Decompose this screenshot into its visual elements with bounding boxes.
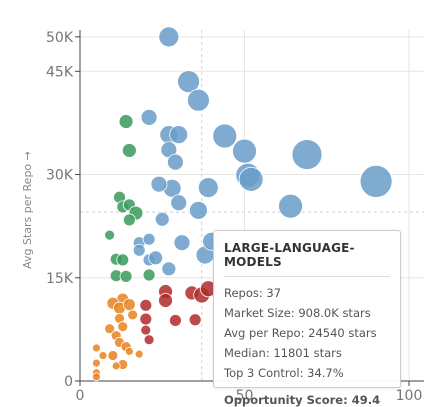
bubble-green[interactable] [118, 114, 134, 129]
bubbles[interactable] [92, 26, 393, 382]
bubble-red[interactable] [139, 312, 153, 326]
bubble-red[interactable] [158, 293, 173, 308]
bubble-blue[interactable] [359, 165, 393, 198]
bubble-orange[interactable] [122, 298, 136, 312]
bubble-blue[interactable] [238, 166, 264, 192]
bubble-orange[interactable] [107, 350, 119, 361]
bubble-red[interactable] [140, 324, 152, 336]
bubble-orange[interactable] [98, 351, 108, 360]
bubble-blue[interactable] [150, 175, 168, 193]
bubble-blue[interactable] [167, 153, 184, 171]
bubble-blue[interactable] [291, 139, 323, 170]
bubble-blue[interactable] [148, 250, 164, 266]
bubble-green[interactable] [116, 253, 130, 267]
bubble-blue[interactable] [189, 200, 208, 220]
tooltip-top3-control: Top 3 Control: 34.7% [224, 366, 344, 380]
bubble-orange[interactable] [92, 358, 101, 368]
bubble-green[interactable] [142, 268, 156, 282]
y-axis-title: Avg Stars per Repo → [21, 151, 34, 269]
bubble-blue[interactable] [154, 211, 170, 227]
y-tick-label: 15K [46, 271, 74, 287]
bubble-green[interactable] [121, 143, 137, 158]
x-tick-label: 100 [396, 388, 423, 404]
bubble-red[interactable] [139, 298, 153, 312]
bubble-red[interactable] [188, 313, 202, 327]
y-tick-label: 45K [46, 64, 74, 80]
bubble-blue[interactable] [278, 193, 303, 219]
y-tick-label: 50K [46, 30, 74, 46]
bubble-red[interactable] [143, 334, 155, 346]
tooltip-repos: Repos: 37 [224, 286, 282, 300]
x-tick-label: 50 [236, 388, 254, 404]
bubble-orange[interactable] [117, 321, 129, 333]
bubble-orange[interactable] [104, 323, 116, 335]
bubble-green[interactable] [122, 213, 136, 227]
tooltip-opportunity-score: Opportunity Score: 49.4 [224, 393, 381, 407]
y-tick-label: 30K [46, 168, 74, 184]
tooltip-market-size: Market Size: 908.0K stars [224, 306, 371, 320]
bubble-orange[interactable] [111, 361, 121, 371]
x-tick-label: 0 [76, 388, 85, 404]
bubble-orange[interactable] [92, 372, 101, 382]
bubble-blue[interactable] [177, 70, 200, 94]
bubble-red[interactable] [169, 314, 182, 327]
tooltip-divider [224, 276, 390, 277]
x-tick-labels: 0 50 100 [76, 388, 423, 404]
y-tick-label: 0 [64, 374, 73, 390]
bubble-blue[interactable] [197, 177, 219, 199]
tooltip-median: Median: 11801 stars [224, 346, 342, 360]
bubble-blue[interactable] [169, 125, 189, 145]
bubble-blue[interactable] [142, 232, 156, 246]
bubble-orange[interactable] [124, 347, 134, 356]
bubble-blue[interactable] [187, 88, 210, 112]
tooltip-avg-per-repo: Avg per Repo: 24540 stars [224, 326, 377, 340]
bubble-blue[interactable] [158, 26, 180, 48]
bubble-blue[interactable] [161, 261, 177, 277]
bubble-blue[interactable] [212, 123, 238, 149]
hover-tooltip: LARGE-LANGUAGE-MODELS Repos: 37 Market S… [213, 230, 401, 407]
bubble-green[interactable] [119, 269, 133, 283]
bubble-orange[interactable] [92, 343, 101, 353]
bubble-blue[interactable] [132, 243, 146, 257]
tooltip-title: LARGE-LANGUAGE-MODELS [224, 241, 355, 269]
bubble-blue[interactable] [140, 109, 158, 126]
bubble-blue[interactable] [170, 194, 188, 212]
bubble-blue[interactable] [173, 234, 191, 252]
y-tick-labels: 0 15K 30K 45K 50K [46, 30, 74, 390]
bubble-orange[interactable] [134, 349, 144, 359]
bubble-blue[interactable] [232, 138, 257, 164]
bubble-green[interactable] [104, 229, 116, 241]
bubble-orange[interactable] [127, 309, 139, 321]
